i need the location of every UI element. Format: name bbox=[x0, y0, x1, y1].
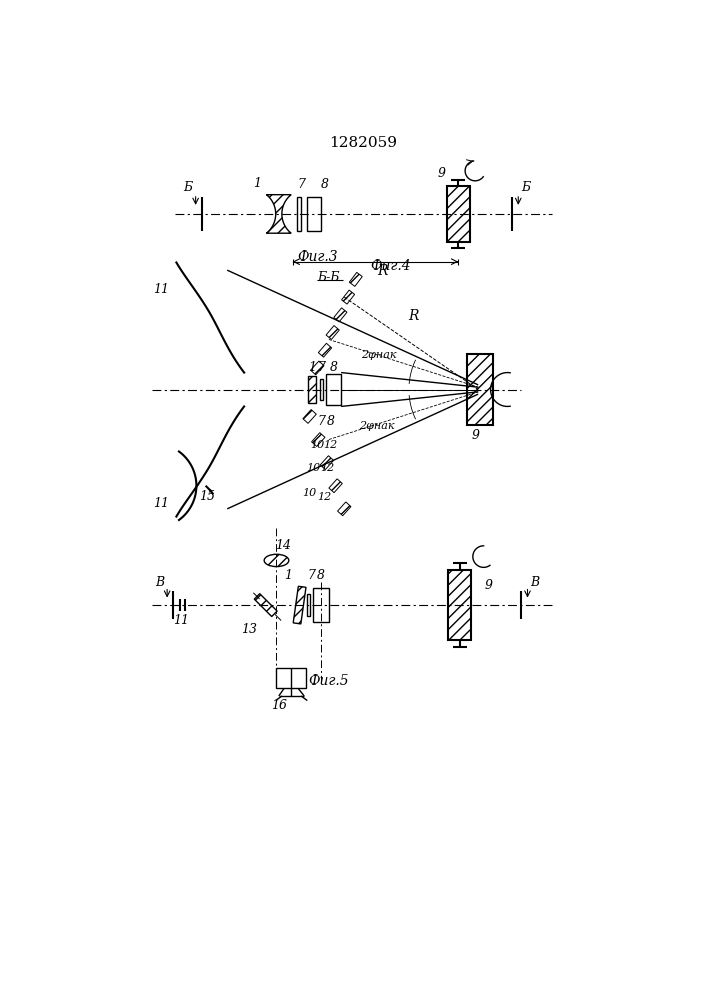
Text: 8: 8 bbox=[317, 569, 325, 582]
Text: 7: 7 bbox=[317, 361, 325, 374]
Text: 15: 15 bbox=[199, 490, 215, 503]
Bar bbox=[307, 594, 310, 616]
Polygon shape bbox=[447, 186, 469, 242]
Polygon shape bbox=[255, 594, 277, 617]
Bar bbox=[320, 379, 324, 400]
Text: 11: 11 bbox=[173, 614, 189, 627]
Text: 13: 13 bbox=[241, 623, 257, 636]
Text: 1: 1 bbox=[253, 177, 261, 190]
Text: В: В bbox=[531, 576, 539, 588]
Text: 11: 11 bbox=[153, 283, 169, 296]
Polygon shape bbox=[337, 502, 351, 516]
Text: 1282059: 1282059 bbox=[329, 136, 397, 150]
Text: 12: 12 bbox=[320, 463, 334, 473]
Bar bbox=[313, 588, 329, 622]
Bar bbox=[276, 668, 305, 688]
Text: Фиг.4: Фиг.4 bbox=[370, 259, 411, 273]
Bar bbox=[296, 197, 301, 231]
Polygon shape bbox=[349, 272, 362, 286]
Text: 2φнак: 2φнак bbox=[361, 350, 397, 360]
Text: 8: 8 bbox=[321, 178, 329, 191]
Text: 8: 8 bbox=[327, 415, 334, 428]
Text: 12: 12 bbox=[323, 440, 337, 450]
Polygon shape bbox=[448, 570, 472, 640]
Ellipse shape bbox=[264, 554, 288, 567]
Text: Б-Б: Б-Б bbox=[317, 271, 340, 284]
Text: 7: 7 bbox=[317, 415, 325, 428]
Text: R: R bbox=[378, 264, 388, 278]
Polygon shape bbox=[310, 361, 324, 375]
Bar bbox=[308, 197, 321, 231]
Text: Фиг.5: Фиг.5 bbox=[308, 674, 349, 688]
Text: 7: 7 bbox=[298, 178, 306, 191]
Text: 1: 1 bbox=[308, 361, 316, 374]
Text: 11: 11 bbox=[153, 497, 169, 510]
Polygon shape bbox=[329, 479, 342, 493]
Text: Фиг.3: Фиг.3 bbox=[297, 250, 338, 264]
Text: 2φнак: 2φнак bbox=[359, 421, 395, 431]
Text: 10: 10 bbox=[306, 463, 320, 473]
Text: 1: 1 bbox=[284, 569, 292, 582]
Polygon shape bbox=[318, 343, 332, 357]
Text: В: В bbox=[155, 576, 164, 588]
Polygon shape bbox=[293, 586, 306, 624]
Text: Б: Б bbox=[183, 181, 192, 194]
Polygon shape bbox=[326, 326, 339, 339]
Text: 10: 10 bbox=[303, 488, 317, 498]
Text: 16: 16 bbox=[271, 699, 288, 712]
Text: 9: 9 bbox=[471, 429, 479, 442]
Polygon shape bbox=[308, 376, 316, 403]
Bar bbox=[326, 374, 341, 405]
Text: R: R bbox=[409, 309, 419, 323]
Polygon shape bbox=[312, 433, 325, 446]
Text: 7: 7 bbox=[308, 569, 316, 582]
Text: Б: Б bbox=[521, 181, 530, 194]
Text: 9: 9 bbox=[437, 167, 445, 180]
Polygon shape bbox=[303, 410, 316, 423]
Text: 10: 10 bbox=[310, 440, 325, 450]
Text: 14: 14 bbox=[274, 539, 291, 552]
Text: 12: 12 bbox=[317, 492, 332, 502]
Polygon shape bbox=[467, 354, 493, 425]
Polygon shape bbox=[341, 290, 355, 304]
Polygon shape bbox=[267, 195, 291, 233]
Polygon shape bbox=[320, 456, 334, 470]
Polygon shape bbox=[334, 308, 347, 322]
Text: 8: 8 bbox=[329, 361, 337, 374]
Text: 9: 9 bbox=[484, 579, 492, 592]
